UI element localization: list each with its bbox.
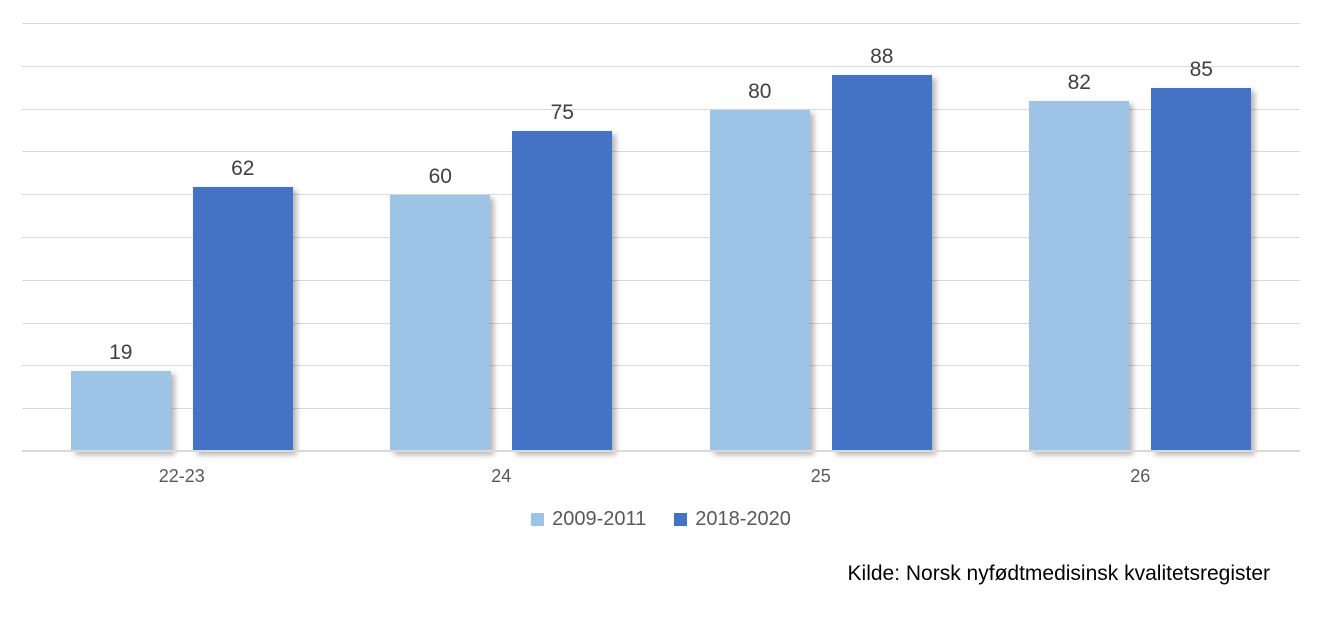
bar-2009-2011-25: 80 [709,80,810,452]
x-axis-label-25: 25 [810,466,831,486]
legend-swatch-2009-2011 [531,512,545,526]
bar-2009-2011-24: 60 [390,165,491,452]
legend-swatch-2018-2020 [674,512,688,526]
bar-2018-2020-24: 75 [512,101,613,452]
bar-value-label: 88 [870,45,894,69]
bar-2018-2020-25: 88 [831,45,932,452]
gridline-70 [22,151,1300,153]
x-axis-label-22-23: 22-23 [158,466,205,486]
gridline-30 [22,322,1300,324]
x-axis-label-26: 26 [1130,466,1151,486]
bar-value-label: 19 [109,340,133,364]
legend: 2009-2011 2018-2020 [22,507,1300,531]
bar-group-22-23: 19 62 [22,24,342,452]
bar-2018-2020-22-23: 62 [192,157,293,452]
legend-item-2018-2020: 2018-2020 [674,507,791,531]
bar-group-24: 60 75 [342,24,662,452]
gridline-100 [22,23,1300,24]
legend-label: 2018-2020 [695,508,791,530]
bar-value-label: 75 [550,101,574,124]
source-note: Kilde: Norsk nyfødtmedisinsk kvalitetsre… [847,562,1270,585]
gridline-90 [22,65,1300,67]
gridline-10 [22,408,1300,410]
bar-2018-2020-26: 85 [1151,58,1252,452]
bar-groups: 19 62 60 75 80 88 82 85 [22,24,1300,452]
bar-group-25: 80 88 [661,24,981,452]
bar-group-26: 82 85 [981,24,1301,452]
bar-value-label: 85 [1189,58,1213,82]
plot-area: 19 62 60 75 80 88 82 85 [22,23,1300,452]
bar-value-label: 80 [748,79,772,103]
legend-item-2009-2011: 2009-2011 [531,507,646,531]
gridline-20 [22,365,1300,367]
bar-value-label: 60 [428,165,452,189]
legend-label: 2009-2011 [552,508,647,530]
bar-2009-2011-22-23: 19 [70,341,171,452]
x-axis-line [22,450,1300,452]
gridline-60 [22,194,1300,196]
bar-2009-2011-26: 82 [1029,71,1130,452]
gridline-50 [22,237,1300,238]
gridline-40 [22,279,1300,281]
x-axis-labels: 22-23 24 25 26 [22,454,1300,487]
gridline-80 [22,108,1300,110]
x-axis-label-24: 24 [491,466,512,486]
bar-value-label: 62 [231,156,255,180]
bar-value-label: 82 [1067,71,1091,95]
